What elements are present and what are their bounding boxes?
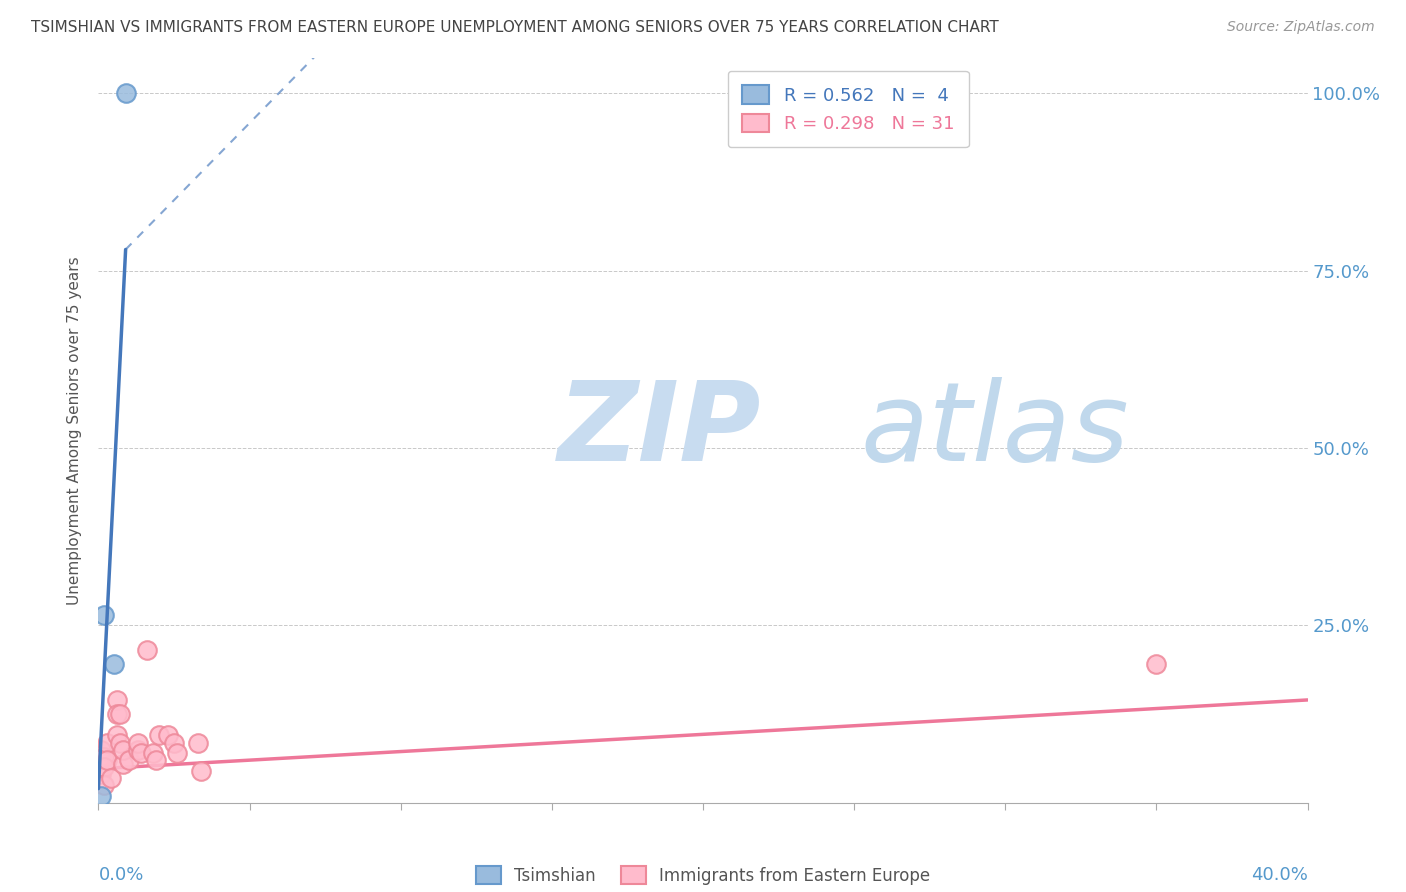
Point (93, 760, 115, 774)
Text: ZIP: ZIP (558, 377, 762, 483)
Point (90, 789, 112, 803)
Point (105, 693, 128, 707)
Point (190, 764, 212, 778)
Text: 0.0%: 0.0% (98, 866, 143, 884)
Point (145, 753, 167, 767)
Text: atlas: atlas (860, 377, 1129, 483)
Point (127, 735, 149, 749)
Point (163, 735, 186, 749)
Point (93, 778, 115, 792)
Point (96, 753, 118, 767)
Point (96, 735, 118, 749)
Point (127, 742, 149, 756)
Point (1144, 657, 1167, 672)
Point (93, 749, 115, 764)
Point (90, 742, 112, 756)
Point (90, 760, 112, 774)
Point (135, 643, 157, 657)
Point (90, 749, 112, 764)
Point (156, 728, 179, 742)
Point (103, 657, 125, 672)
Text: TSIMSHIAN VS IMMIGRANTS FROM EASTERN EUROPE UNEMPLOYMENT AMONG SENIORS OVER 75 Y: TSIMSHIAN VS IMMIGRANTS FROM EASTERN EUR… (31, 20, 998, 35)
Point (93, 607, 115, 622)
Point (108, 735, 131, 749)
Point (118, 753, 141, 767)
Point (100, 771, 122, 785)
Text: Source: ZipAtlas.com: Source: ZipAtlas.com (1227, 20, 1375, 34)
Y-axis label: Unemployment Among Seniors over 75 years: Unemployment Among Seniors over 75 years (67, 256, 83, 605)
Point (105, 707, 128, 722)
Point (187, 735, 209, 749)
Point (148, 728, 170, 742)
Text: 40.0%: 40.0% (1251, 866, 1308, 884)
Point (111, 742, 134, 756)
Point (111, 756, 134, 771)
Point (108, 707, 131, 722)
Point (129, 746, 152, 760)
Legend: Tsimshian, Immigrants from Eastern Europe: Tsimshian, Immigrants from Eastern Europ… (470, 860, 936, 891)
Point (166, 746, 188, 760)
Point (90, 767, 112, 781)
Point (114, 87, 136, 101)
Point (105, 728, 128, 742)
Point (142, 746, 165, 760)
